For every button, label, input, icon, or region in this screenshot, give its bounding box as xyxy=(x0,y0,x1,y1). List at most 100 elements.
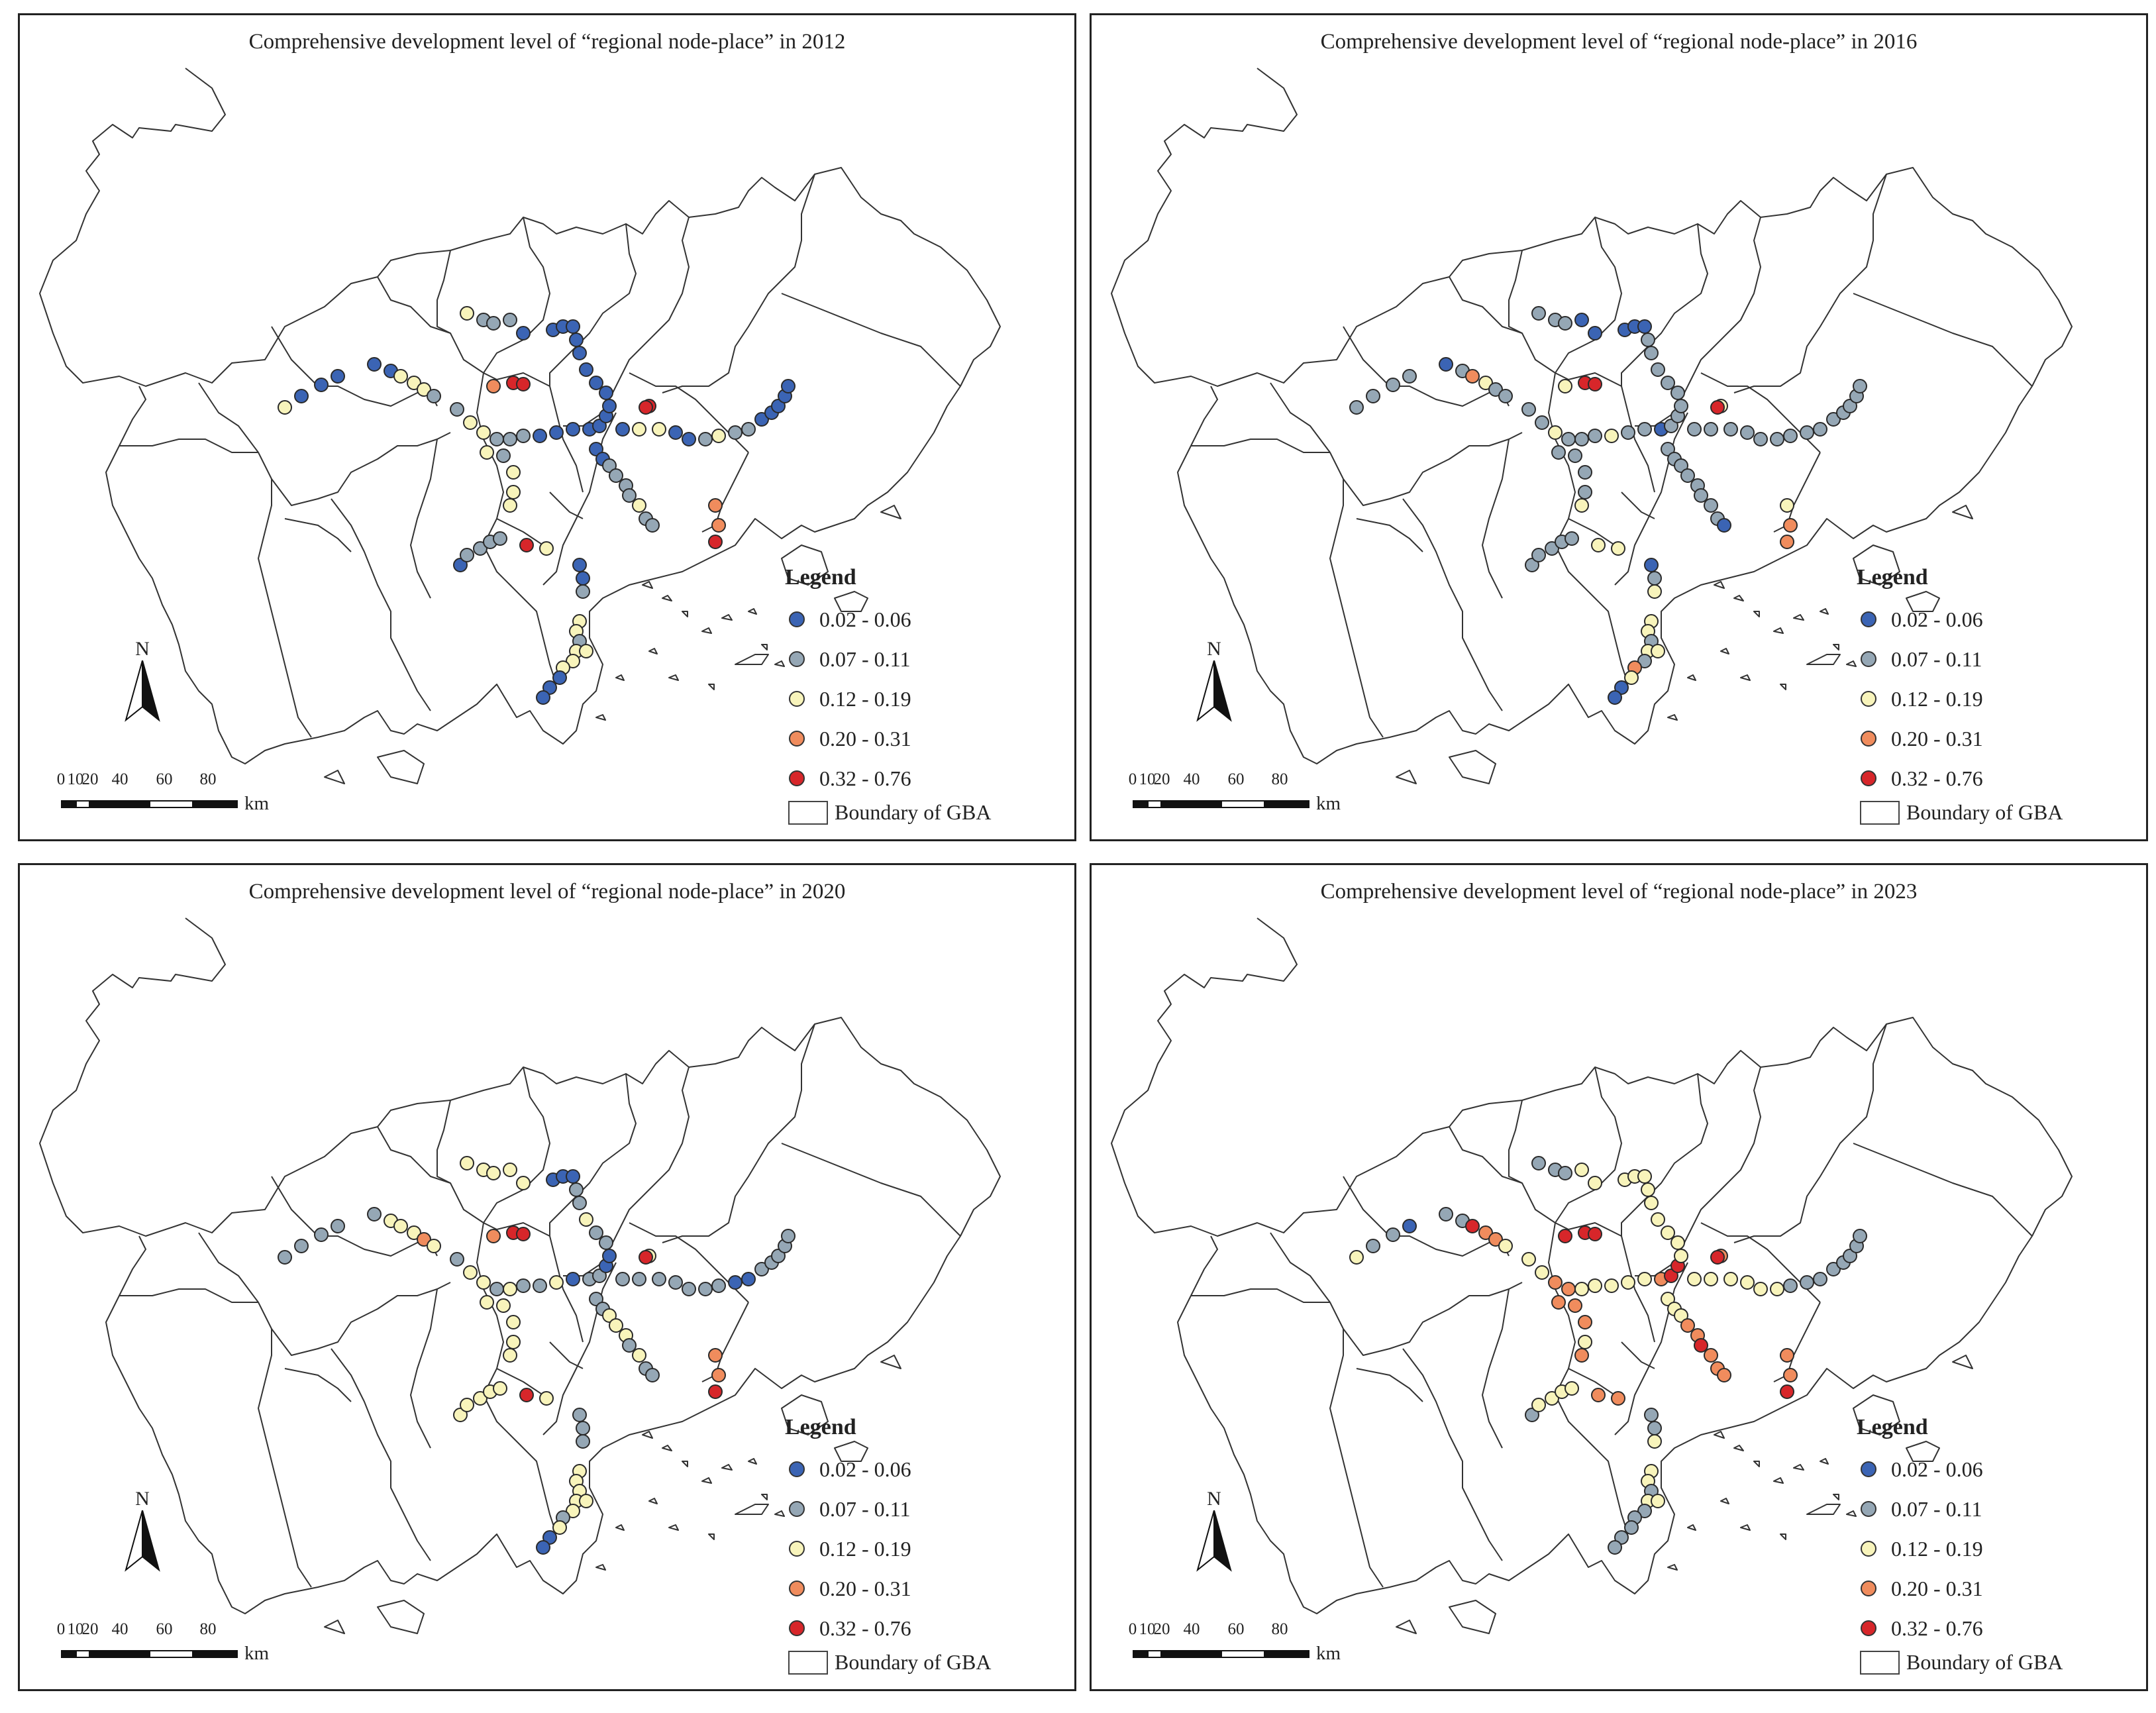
station-point xyxy=(460,548,474,562)
station-point xyxy=(1578,485,1592,499)
station-point xyxy=(576,1421,590,1435)
station-point xyxy=(519,538,534,552)
station-point xyxy=(1783,1368,1798,1382)
station-point xyxy=(1704,422,1718,437)
station-point xyxy=(1558,316,1572,331)
gba-map xyxy=(39,68,1001,784)
station-point xyxy=(473,1391,488,1406)
legend-swatch xyxy=(789,1620,805,1636)
station-point xyxy=(781,379,796,393)
legend-swatch xyxy=(789,1581,805,1596)
station-point xyxy=(480,1295,494,1310)
legend-item: 0.12 - 0.19 xyxy=(1857,679,1983,719)
station-point xyxy=(1723,1272,1738,1286)
station-point xyxy=(1525,558,1539,572)
station-point xyxy=(708,498,723,513)
legend-label: 0.02 - 0.06 xyxy=(1891,1457,1983,1481)
station-point xyxy=(1826,412,1841,427)
station-point xyxy=(1710,1250,1725,1265)
station-point xyxy=(1588,326,1602,340)
station-point xyxy=(489,432,504,446)
station-point xyxy=(771,399,786,413)
legend-title: Legend xyxy=(1857,1415,1928,1439)
station-point xyxy=(1783,429,1798,443)
station-point xyxy=(503,1163,517,1177)
gba-outer-boundary xyxy=(39,68,1001,764)
station-point xyxy=(1647,571,1662,586)
station-point xyxy=(503,498,517,513)
legend: Legend 0.02 - 0.06 0.07 - 0.11 0.12 - 0.19… xyxy=(785,565,911,798)
legend-item: 0.20 - 0.31 xyxy=(785,1569,911,1608)
station-point xyxy=(1770,1282,1784,1296)
station-point xyxy=(278,400,292,415)
station-point xyxy=(549,1275,564,1290)
station-point xyxy=(486,1229,501,1243)
legend-title: Legend xyxy=(1857,565,1928,590)
station-point xyxy=(1535,1265,1549,1280)
station-point xyxy=(609,1318,623,1333)
legend-swatch xyxy=(1861,1541,1876,1557)
legend-item: 0.12 - 0.19 xyxy=(1857,1529,1983,1569)
station-point xyxy=(463,415,478,430)
scale-tick-label: 60 xyxy=(1227,1620,1245,1638)
station-point xyxy=(1780,535,1794,549)
boundary-label: Boundary of GBA xyxy=(835,1650,992,1674)
scale-tick-label: 40 xyxy=(111,1620,128,1638)
station-point xyxy=(473,541,488,556)
scale-tick-label: 20 xyxy=(1153,1620,1170,1638)
station-point xyxy=(1498,389,1513,403)
station-point xyxy=(1651,644,1665,658)
station-point xyxy=(549,425,564,440)
panel-title: Comprehensive development level of “regi… xyxy=(1320,880,1918,904)
boundary-swatch xyxy=(788,800,828,825)
station-point xyxy=(682,1282,696,1296)
station-point xyxy=(1680,1318,1695,1333)
scale-bar-unit: km xyxy=(244,793,270,814)
station-point xyxy=(542,1530,557,1545)
station-point xyxy=(589,1292,603,1306)
gba-outer-boundary xyxy=(1111,68,2073,764)
station-point xyxy=(592,1269,607,1283)
station-point xyxy=(668,1275,683,1290)
station-point xyxy=(1604,1278,1619,1293)
scale-tick-label: 80 xyxy=(199,1620,217,1638)
station-point xyxy=(1670,386,1685,400)
legend-label: 0.20 - 0.31 xyxy=(819,1576,911,1600)
station-point xyxy=(476,1275,491,1290)
scale-bar: 0 10 20 40 60 80 km xyxy=(57,770,273,815)
station-point xyxy=(393,369,408,384)
panel-title: Comprehensive development level of “regi… xyxy=(248,30,846,54)
scale-bar: 0 10 20 40 60 80 km xyxy=(1129,1620,1345,1665)
station-point xyxy=(1704,498,1718,513)
station-point xyxy=(1521,1252,1536,1267)
station-point xyxy=(417,382,431,397)
map-panel-2020: Comprehensive development level of “regi… xyxy=(18,863,1076,1691)
station-point xyxy=(1551,1295,1566,1310)
north-arrow: N xyxy=(119,638,166,730)
station-point xyxy=(1621,425,1635,440)
station-point xyxy=(1578,1315,1592,1329)
legend-label: 0.32 - 0.76 xyxy=(1891,1616,1983,1640)
legend-item: 0.07 - 0.11 xyxy=(785,639,911,679)
north-arrow-letter: N xyxy=(1207,638,1221,660)
station-point xyxy=(572,558,587,572)
station-point xyxy=(294,1239,309,1253)
station-point xyxy=(1439,357,1453,372)
legend-label: 0.02 - 0.06 xyxy=(1891,607,1983,631)
station-point xyxy=(572,1196,587,1210)
station-point xyxy=(331,369,345,384)
station-point xyxy=(1604,429,1619,443)
station-point xyxy=(427,389,441,403)
station-point xyxy=(1740,425,1755,440)
station-point xyxy=(1521,402,1536,417)
station-point xyxy=(417,1232,431,1247)
station-point xyxy=(493,1381,507,1396)
station-point xyxy=(1661,442,1675,456)
station-point xyxy=(539,1391,554,1406)
station-point xyxy=(1637,654,1652,668)
station-point xyxy=(711,518,726,533)
station-point xyxy=(1644,346,1659,360)
station-point xyxy=(1498,1239,1513,1253)
station-point xyxy=(602,1249,617,1263)
station-point xyxy=(1647,1421,1662,1435)
